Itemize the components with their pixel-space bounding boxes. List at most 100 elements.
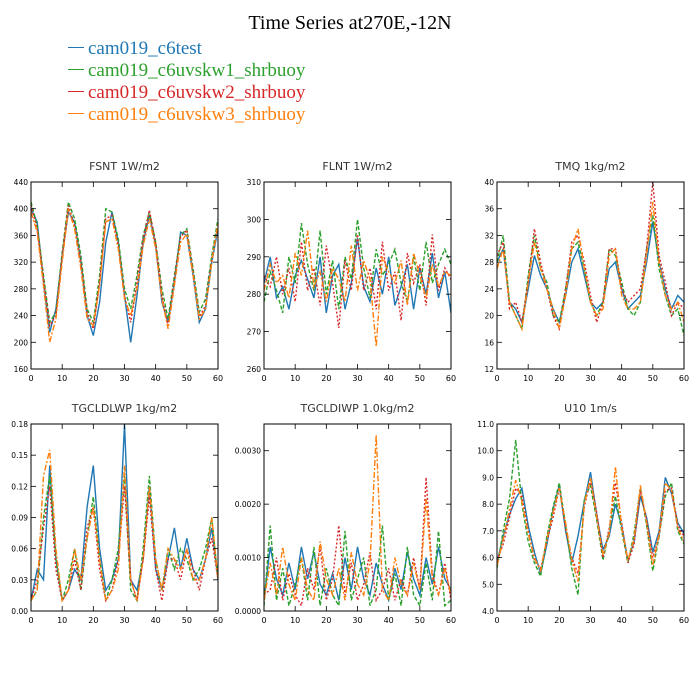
plot-frame	[496, 423, 685, 612]
x-tick-label: 10	[57, 616, 67, 625]
y-tick-label: 0.00	[11, 607, 28, 616]
x-tick-label: 0	[494, 374, 499, 383]
y-tick-label: 320	[14, 258, 29, 267]
x-tick-label: 0	[261, 374, 266, 383]
y-tick-label: 0.18	[11, 420, 28, 429]
subplot-title: TMQ 1kg/m2	[554, 160, 625, 173]
x-tick-label: 20	[554, 374, 564, 383]
series-line	[264, 219, 451, 314]
x-tick-label: 40	[384, 374, 394, 383]
x-tick-label: 20	[88, 616, 98, 625]
series-line	[264, 234, 451, 328]
series-line	[264, 238, 451, 314]
figure-title: Time Series at270E,-12N	[248, 12, 452, 34]
y-tick-label: 7.0	[482, 527, 494, 536]
series-line	[497, 201, 684, 332]
x-tick-label: 10	[523, 616, 533, 625]
x-tick-label: 40	[384, 616, 394, 625]
y-tick-label: 270	[247, 328, 262, 337]
series-line	[264, 434, 451, 604]
y-tick-label: 280	[247, 290, 262, 299]
legend-swatch	[68, 69, 84, 71]
series-line	[264, 477, 451, 608]
legend-label: cam019_c6uvskw2_shrbuoy	[88, 82, 306, 103]
plot-frame	[496, 181, 685, 370]
y-tick-label: 0.0030	[235, 447, 261, 456]
y-tick-label: 200	[14, 338, 29, 347]
x-tick-label: 60	[446, 616, 456, 625]
x-tick-label: 60	[446, 374, 456, 383]
series-line	[264, 546, 451, 603]
legend-item: cam019_c6test	[68, 38, 305, 60]
y-tick-label: 6.0	[482, 554, 494, 563]
subplot: TMQ 1kg/m2 0 10 20 30 40 50 60 12 16 20 24 28 32 36 40	[484, 160, 689, 383]
y-tick-label: 10.0	[477, 447, 494, 456]
y-tick-label: 360	[14, 231, 29, 240]
x-tick-label: 50	[415, 374, 425, 383]
plot-frame	[263, 181, 452, 370]
legend-label: cam019_c6uvskw3_shrbuoy	[88, 104, 306, 125]
subplot-title: TGCLDLWP 1kg/m2	[71, 402, 177, 415]
legend-label: cam019_c6test	[88, 38, 202, 59]
y-tick-label: 32	[484, 231, 494, 240]
y-tick-label: 5.0	[482, 580, 494, 589]
series-line	[497, 471, 684, 574]
x-tick-label: 0	[28, 616, 33, 625]
y-tick-label: 0.0000	[235, 607, 261, 616]
subplot: FLNT 1W/m2 0 10 20 30 40 50 60 260 270 280 290 300 31…	[247, 160, 456, 383]
x-tick-label: 50	[648, 616, 658, 625]
series-line	[497, 439, 684, 596]
legend-swatch	[68, 91, 84, 93]
y-tick-label: 4.0	[482, 607, 494, 616]
subplot: TGCLDLWP 1kg/m2 0 10 20 30 40 50 60 0.00 0.03 0.06…	[11, 402, 223, 625]
y-tick-label: 280	[14, 285, 29, 294]
x-tick-label: 60	[679, 616, 689, 625]
y-tick-label: 260	[247, 365, 262, 374]
x-tick-label: 10	[290, 374, 300, 383]
x-tick-label: 30	[119, 616, 129, 625]
x-tick-label: 40	[617, 616, 627, 625]
x-tick-label: 40	[151, 374, 161, 383]
y-tick-label: 8.0	[482, 500, 494, 509]
legend-item: cam019_c6uvskw1_shrbuoy	[68, 60, 305, 82]
y-tick-label: 24	[484, 285, 494, 294]
y-tick-label: 28	[484, 258, 494, 267]
legend-item: cam019_c6uvskw2_shrbuoy	[68, 82, 305, 104]
y-tick-label: 440	[14, 178, 29, 187]
x-tick-label: 10	[57, 374, 67, 383]
y-tick-label: 160	[14, 365, 29, 374]
y-tick-label: 310	[247, 178, 262, 187]
x-tick-label: 60	[213, 616, 223, 625]
x-tick-label: 20	[321, 374, 331, 383]
y-tick-label: 0.09	[11, 514, 28, 523]
x-tick-label: 10	[523, 374, 533, 383]
y-tick-label: 0.0020	[235, 500, 261, 509]
y-tick-label: 0.03	[11, 576, 28, 585]
x-tick-label: 50	[415, 616, 425, 625]
series-line	[264, 525, 451, 608]
legend-swatch	[68, 47, 84, 49]
series-line	[31, 205, 218, 330]
x-tick-label: 10	[290, 616, 300, 625]
y-tick-label: 240	[14, 312, 29, 321]
series-line	[497, 215, 684, 336]
y-tick-label: 9.0	[482, 473, 494, 482]
x-tick-label: 30	[119, 374, 129, 383]
subplot-title: U10 1m/s	[564, 402, 617, 415]
series-line	[31, 449, 218, 603]
y-tick-label: 40	[484, 178, 494, 187]
y-tick-label: 12	[484, 365, 494, 374]
y-tick-label: 11.0	[477, 420, 494, 429]
y-tick-label: 0.0010	[235, 554, 261, 563]
y-tick-label: 36	[484, 205, 494, 214]
y-tick-label: 400	[14, 205, 29, 214]
x-tick-label: 60	[213, 374, 223, 383]
y-tick-label: 290	[247, 253, 262, 262]
x-tick-label: 30	[585, 616, 595, 625]
x-tick-label: 50	[182, 616, 192, 625]
x-tick-label: 20	[554, 616, 564, 625]
y-tick-label: 0.06	[11, 545, 28, 554]
x-tick-label: 30	[352, 374, 362, 383]
subplot: FSNT 1W/m2 0 10 20 30 40 50 60 160 200 240 280 320 36…	[14, 160, 223, 383]
